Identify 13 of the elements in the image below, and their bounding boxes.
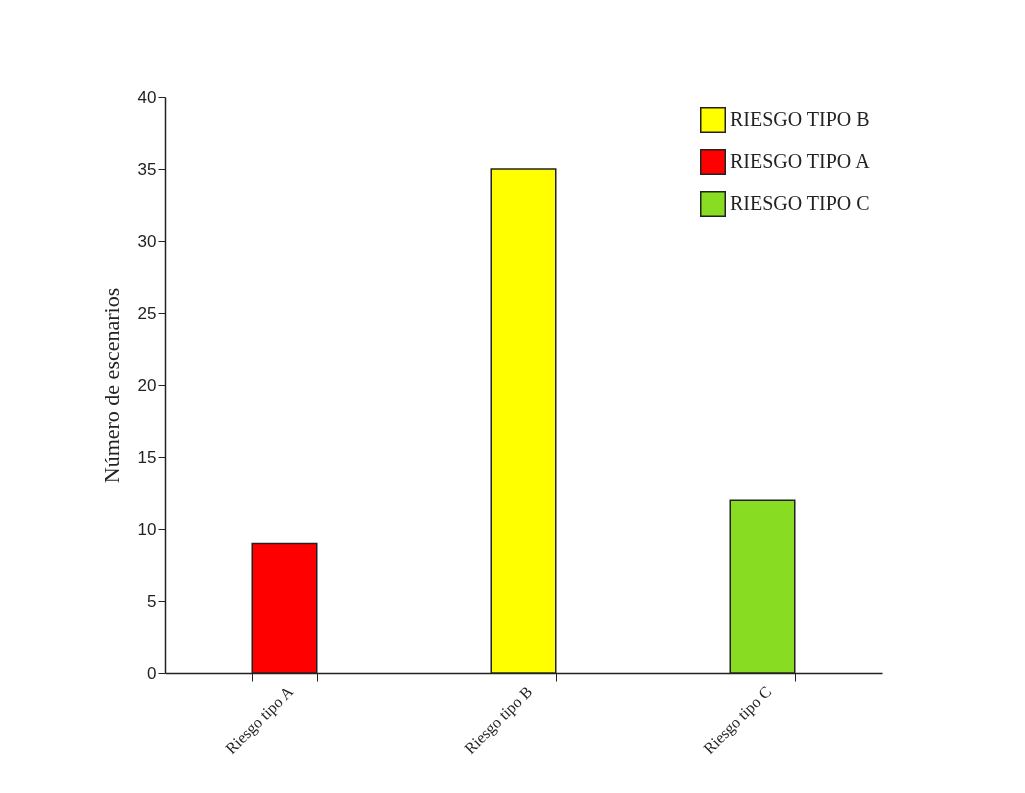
- y-tick-label: 25: [137, 303, 157, 323]
- y-tick-label: 30: [137, 231, 157, 251]
- y-tick-label: 10: [137, 519, 157, 539]
- y-tick-label: 20: [137, 375, 157, 395]
- y-axis-title: Número de escenarios: [98, 287, 124, 484]
- y-tick-label: 15: [137, 447, 157, 467]
- y-tick-label: 5: [147, 591, 157, 611]
- legend-label: RIESGO TIPO B: [730, 108, 870, 130]
- y-tick-label: 35: [137, 159, 157, 179]
- legend-label: RIESGO TIPO C: [730, 192, 870, 214]
- y-tick-label: 40: [137, 87, 157, 107]
- y-tick-label: 0: [147, 663, 157, 683]
- legend-label: RIESGO TIPO A: [730, 150, 871, 172]
